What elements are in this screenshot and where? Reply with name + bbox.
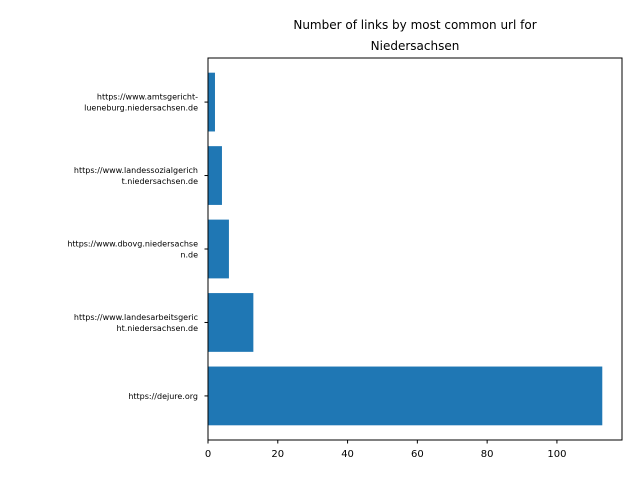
bar bbox=[208, 146, 222, 205]
y-axis-ticks: https://www.amtsgericht-lueneburg.nieder… bbox=[67, 93, 208, 401]
y-tick-label: https://www.landesarbeitsgeric ht.nieders… bbox=[74, 313, 198, 333]
x-tick-label: 40 bbox=[341, 449, 354, 460]
y-tick-label: https://dejure.org bbox=[128, 392, 198, 401]
x-tick-label: 20 bbox=[271, 449, 284, 460]
x-tick-label: 80 bbox=[481, 449, 494, 460]
plot-frame bbox=[207, 57, 623, 441]
chart-title-line-1: Number of links by most common url for bbox=[293, 18, 536, 32]
y-tick-label: https://www.dbovg.niedersachse n.de bbox=[67, 240, 198, 260]
bar bbox=[208, 293, 254, 352]
y-tick-label: https://www.landessozialgerich t.niedersa… bbox=[74, 166, 198, 186]
x-tick-label: 60 bbox=[411, 449, 424, 460]
bar bbox=[208, 72, 215, 132]
y-tick-label: https://www.amtsgericht-lueneburg.nieder… bbox=[84, 93, 198, 113]
x-tick-label: 0 bbox=[205, 449, 211, 460]
x-tick-label: 100 bbox=[547, 449, 566, 460]
bar bbox=[208, 219, 229, 279]
bar bbox=[208, 366, 603, 426]
chart-title-line-2: Niedersachsen bbox=[371, 39, 460, 53]
bars-group bbox=[208, 72, 603, 426]
x-axis-ticks: 0 20 40 60 80 100 bbox=[205, 440, 566, 460]
